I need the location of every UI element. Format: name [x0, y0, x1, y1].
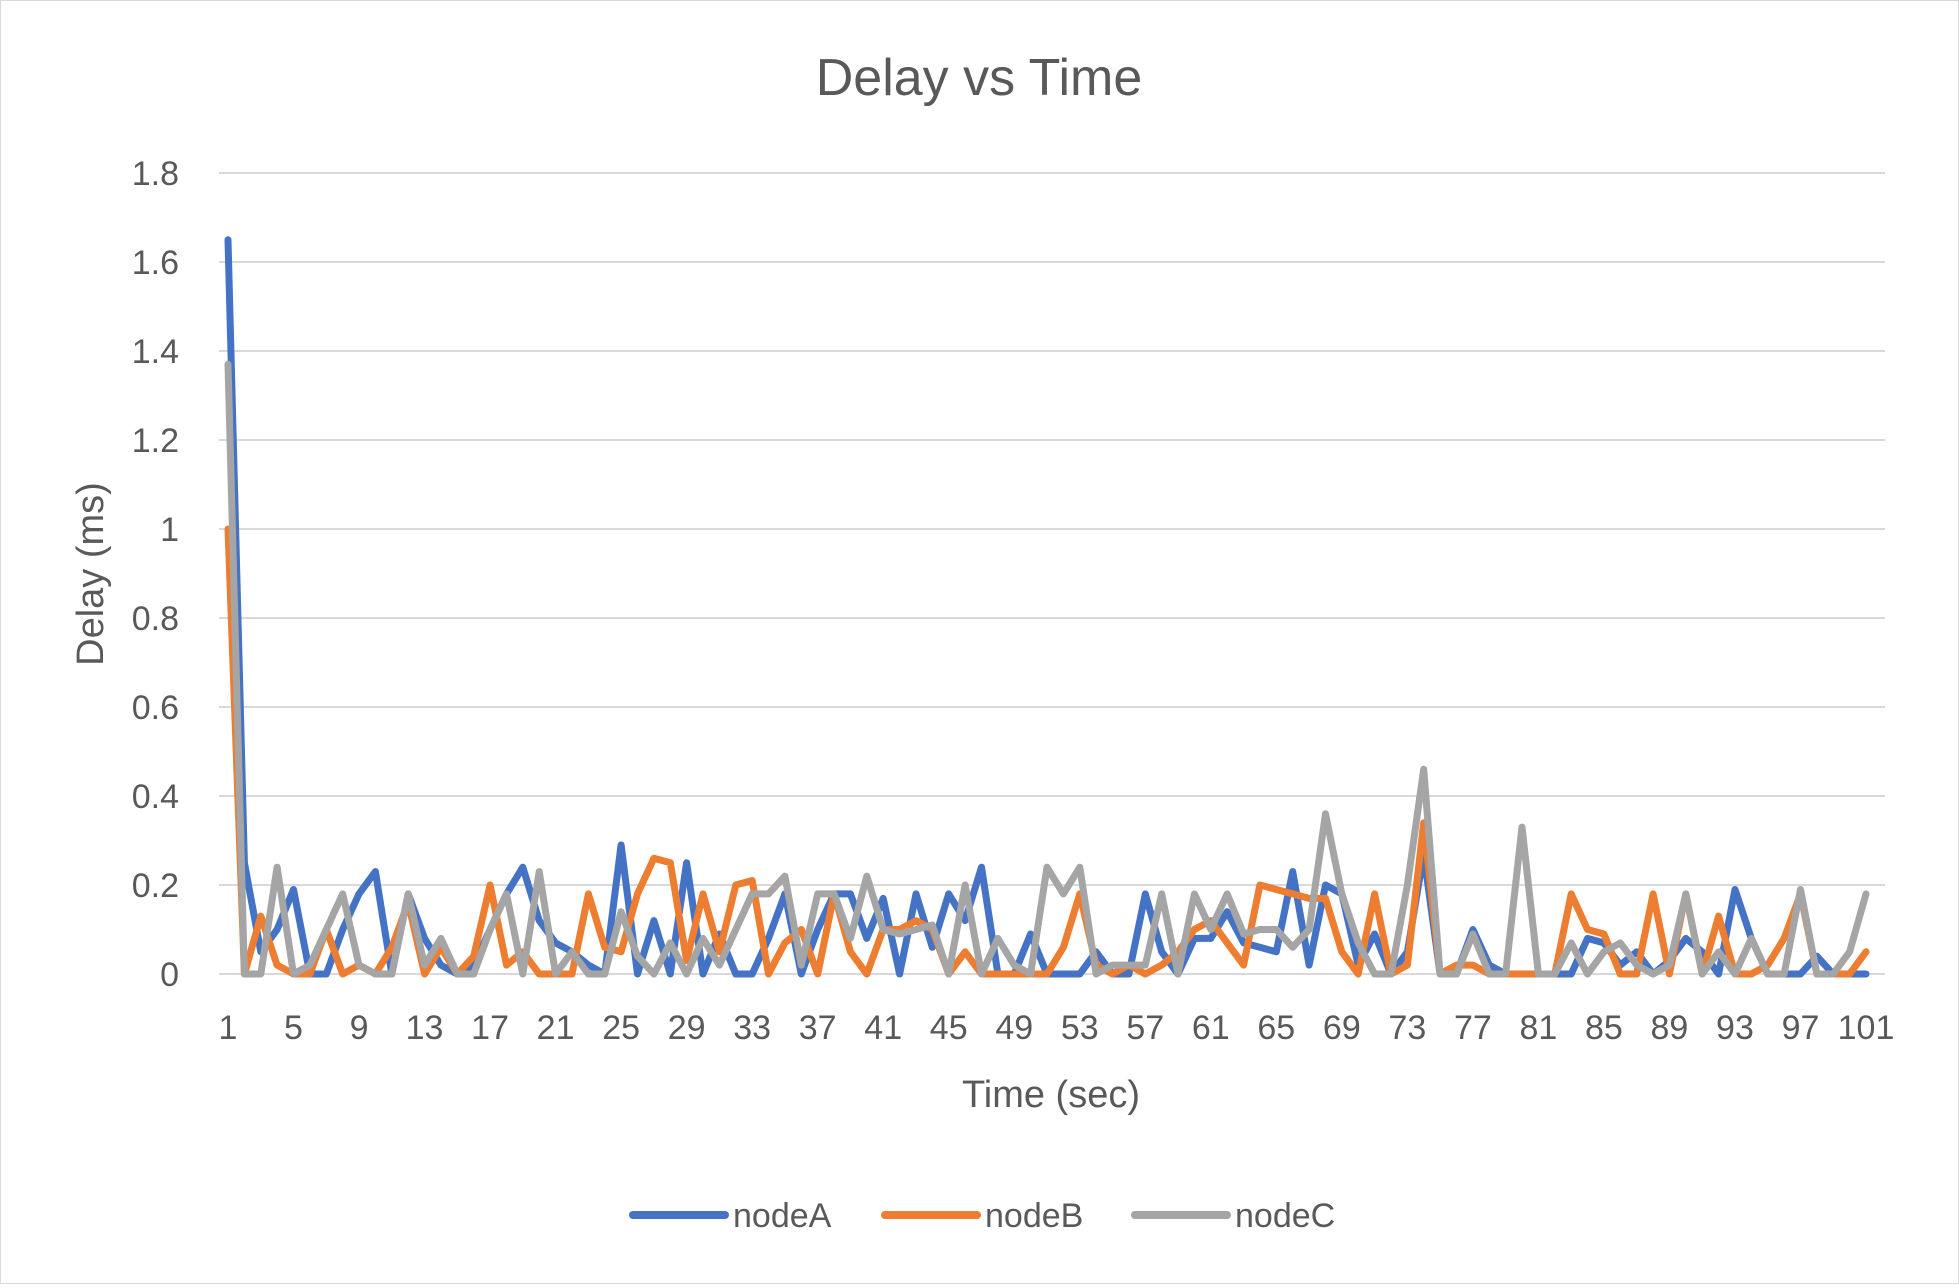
x-tick-label: 89 [1651, 1009, 1689, 1047]
y-tick-label: 1.2 [132, 422, 179, 460]
x-tick-label: 45 [930, 1009, 968, 1047]
legend: nodeA nodeB nodeC [629, 1197, 1335, 1235]
x-tick-label: 33 [733, 1009, 771, 1047]
legend-label-nodeA: nodeA [733, 1197, 832, 1235]
y-axis-title: Delay (ms) [70, 482, 112, 666]
x-tick-label: 25 [602, 1009, 640, 1047]
legend-label-nodeB: nodeB [985, 1197, 1083, 1235]
y-tick-label: 0.8 [132, 600, 179, 638]
chart-title: Delay vs Time [816, 49, 1143, 107]
x-axis-tick-labels: 1 5 9 13 17 21 25 29 33 37 41 45 49 53 57 61 65 69 73 77 81 8… [219, 1009, 1895, 1047]
gridlines [219, 172, 1885, 975]
y-tick-label: 0.4 [132, 778, 179, 816]
x-tick-label: 53 [1061, 1009, 1099, 1047]
series-lines [224, 236, 1870, 978]
y-tick-label: 0.2 [132, 867, 179, 905]
x-tick-label: 5 [284, 1009, 303, 1047]
x-axis-title: Time (sec) [962, 1074, 1140, 1116]
y-tick-label: 1.4 [132, 333, 179, 371]
x-tick-label: 77 [1454, 1009, 1492, 1047]
legend-label-nodeC: nodeC [1235, 1197, 1335, 1235]
x-tick-label: 57 [1126, 1009, 1164, 1047]
x-tick-label: 9 [350, 1009, 369, 1047]
x-tick-label: 69 [1323, 1009, 1361, 1047]
y-tick-label: 0.6 [132, 689, 179, 727]
x-tick-label: 29 [668, 1009, 706, 1047]
x-tick-label: 85 [1585, 1009, 1623, 1047]
x-tick-label: 93 [1716, 1009, 1754, 1047]
x-tick-label: 73 [1388, 1009, 1426, 1047]
y-tick-label: 1.8 [132, 155, 179, 193]
y-tick-label: 0 [160, 956, 179, 994]
x-tick-label: 17 [471, 1009, 509, 1047]
x-tick-label: 21 [537, 1009, 575, 1047]
x-tick-label: 41 [864, 1009, 902, 1047]
x-tick-label: 81 [1519, 1009, 1557, 1047]
x-tick-label: 65 [1257, 1009, 1295, 1047]
x-tick-label: 1 [219, 1009, 238, 1047]
y-tick-label: 1 [160, 511, 179, 549]
series-line-nodeC [224, 360, 1870, 978]
x-tick-label: 101 [1838, 1009, 1895, 1047]
x-tick-label: 37 [799, 1009, 837, 1047]
x-tick-label: 61 [1192, 1009, 1230, 1047]
y-axis-tick-labels: 0 0.2 0.4 0.6 0.8 1 1.2 1.4 1.6 1.8 [132, 155, 179, 994]
series-line-nodeB [224, 525, 1870, 978]
x-tick-label: 97 [1782, 1009, 1820, 1047]
x-tick-label: 13 [406, 1009, 444, 1047]
y-tick-label: 1.6 [132, 244, 179, 282]
x-tick-label: 49 [995, 1009, 1033, 1047]
